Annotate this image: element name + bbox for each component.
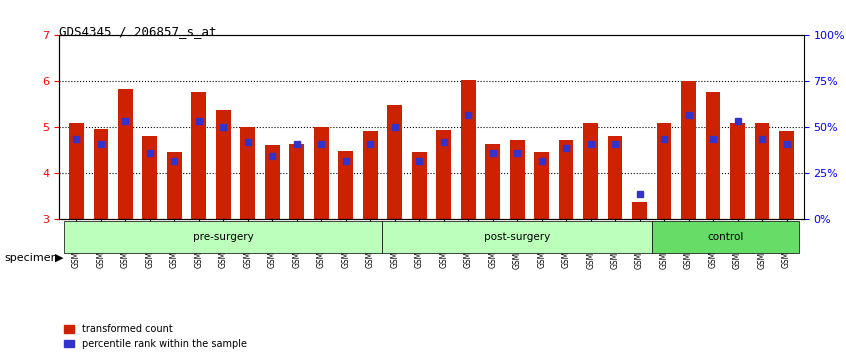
FancyBboxPatch shape bbox=[652, 221, 799, 253]
Bar bbox=[779, 131, 794, 219]
Bar bbox=[486, 144, 500, 219]
Bar bbox=[338, 152, 353, 219]
Text: GDS4345 / 206857_s_at: GDS4345 / 206857_s_at bbox=[59, 25, 217, 38]
FancyBboxPatch shape bbox=[64, 221, 382, 253]
Bar bbox=[167, 152, 182, 219]
Text: ▶: ▶ bbox=[55, 253, 63, 263]
Bar bbox=[387, 105, 402, 219]
Bar bbox=[632, 202, 647, 219]
Bar bbox=[681, 81, 696, 219]
Text: specimen: specimen bbox=[4, 253, 58, 263]
Bar bbox=[607, 136, 623, 219]
Legend: transformed count, percentile rank within the sample: transformed count, percentile rank withi… bbox=[64, 324, 246, 349]
FancyBboxPatch shape bbox=[382, 221, 652, 253]
Text: post-surgery: post-surgery bbox=[484, 232, 550, 242]
Bar bbox=[461, 80, 475, 219]
Bar bbox=[118, 89, 133, 219]
Bar bbox=[755, 123, 769, 219]
Text: pre-surgery: pre-surgery bbox=[193, 232, 254, 242]
Bar bbox=[69, 123, 84, 219]
Bar bbox=[583, 123, 598, 219]
Bar bbox=[314, 127, 328, 219]
Bar bbox=[437, 130, 451, 219]
Bar bbox=[216, 110, 231, 219]
Bar bbox=[535, 152, 549, 219]
Bar bbox=[656, 123, 672, 219]
Bar bbox=[240, 127, 255, 219]
Bar bbox=[142, 136, 157, 219]
Bar bbox=[730, 123, 745, 219]
Bar bbox=[94, 129, 108, 219]
Bar bbox=[265, 145, 280, 219]
Bar bbox=[706, 92, 721, 219]
Bar bbox=[191, 92, 206, 219]
Bar bbox=[510, 140, 525, 219]
Bar bbox=[412, 152, 426, 219]
Bar bbox=[559, 140, 574, 219]
Bar bbox=[289, 143, 304, 219]
Text: control: control bbox=[707, 232, 744, 242]
Bar bbox=[363, 131, 377, 219]
